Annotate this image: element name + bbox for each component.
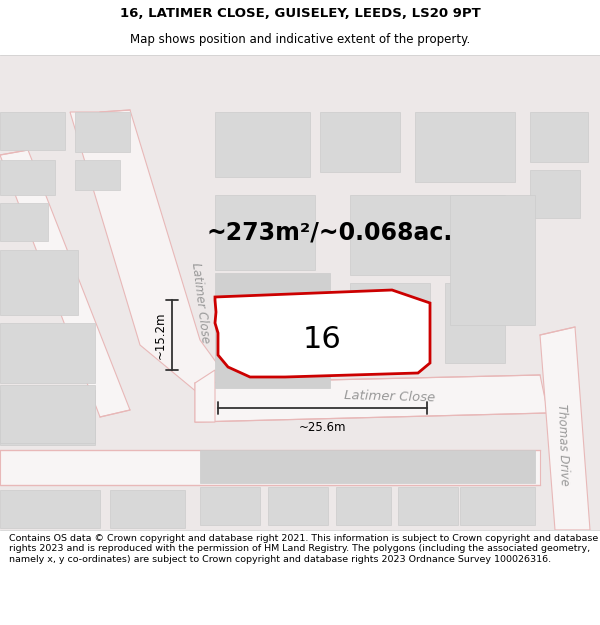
Bar <box>320 112 400 172</box>
Bar <box>75 112 130 152</box>
Bar <box>336 487 391 525</box>
Bar <box>0 385 95 443</box>
Text: ~15.2m: ~15.2m <box>154 311 167 359</box>
Polygon shape <box>195 375 548 422</box>
Text: Contains OS data © Crown copyright and database right 2021. This information is : Contains OS data © Crown copyright and d… <box>9 534 598 564</box>
Polygon shape <box>195 370 215 422</box>
Bar <box>0 323 95 383</box>
Bar <box>530 112 588 162</box>
Bar <box>450 195 535 325</box>
Bar <box>215 112 310 177</box>
Polygon shape <box>0 150 130 417</box>
Bar <box>0 250 78 315</box>
Bar <box>215 195 315 270</box>
Polygon shape <box>215 290 430 377</box>
Bar <box>415 112 515 182</box>
Bar <box>445 283 505 363</box>
Bar <box>110 490 185 528</box>
Bar <box>350 195 505 275</box>
Bar <box>0 160 55 195</box>
Text: 16, LATIMER CLOSE, GUISELEY, LEEDS, LS20 9PT: 16, LATIMER CLOSE, GUISELEY, LEEDS, LS20… <box>119 8 481 20</box>
Polygon shape <box>0 450 540 485</box>
Bar <box>460 487 535 525</box>
Text: Latimer Close: Latimer Close <box>344 389 436 405</box>
Bar <box>398 487 458 525</box>
Text: ~273m²/~0.068ac.: ~273m²/~0.068ac. <box>207 221 453 245</box>
Bar <box>75 160 120 190</box>
Text: Map shows position and indicative extent of the property.: Map shows position and indicative extent… <box>130 33 470 46</box>
Bar <box>215 273 330 388</box>
Bar <box>350 283 430 333</box>
Bar <box>200 487 260 525</box>
Bar <box>530 170 580 218</box>
Bar <box>0 112 65 150</box>
Bar <box>0 490 100 528</box>
Bar <box>0 203 48 241</box>
Text: 16: 16 <box>302 326 341 354</box>
Bar <box>0 390 95 445</box>
Bar <box>268 487 328 525</box>
Text: Thomas Drive: Thomas Drive <box>555 404 571 486</box>
Polygon shape <box>70 110 240 403</box>
Polygon shape <box>540 327 590 530</box>
Text: Latimer Close: Latimer Close <box>188 262 211 344</box>
Bar <box>200 450 535 483</box>
Text: ~25.6m: ~25.6m <box>299 421 346 434</box>
